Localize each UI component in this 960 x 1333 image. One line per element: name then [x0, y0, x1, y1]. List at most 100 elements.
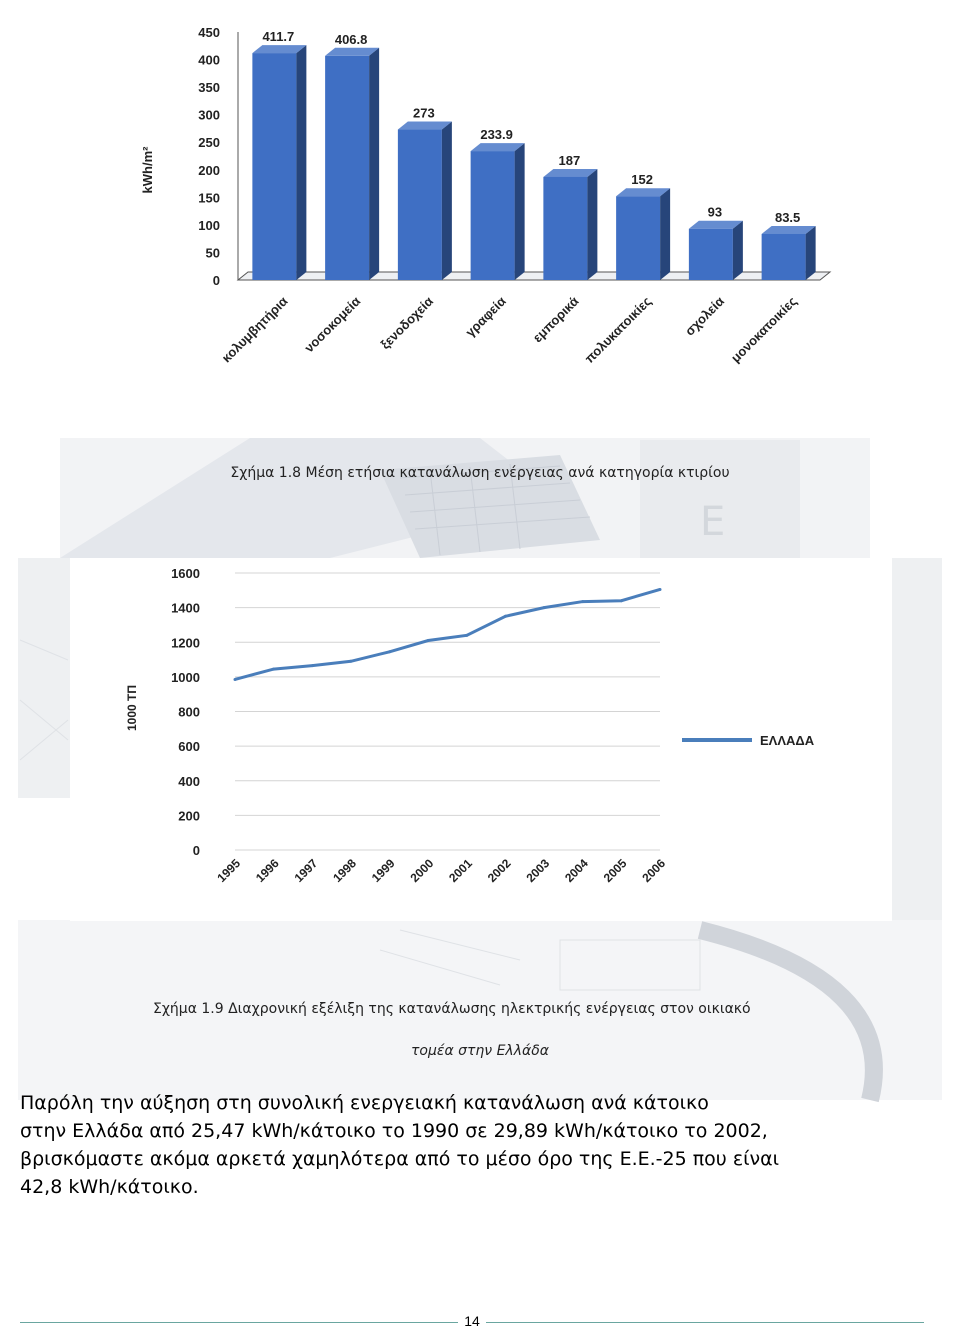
bar-ξενοδοχεία [397, 121, 452, 281]
bar-top [688, 220, 743, 229]
bar-side [805, 225, 816, 280]
y-tick-label: 800 [178, 705, 200, 720]
y-tick-label: 1000 [171, 670, 200, 685]
y-tick-label: 150 [198, 190, 220, 205]
bar-top [252, 45, 307, 54]
data-point [619, 599, 623, 603]
bar-side [732, 220, 743, 280]
data-point [465, 633, 469, 637]
y-axis-title: kWh/m² [140, 146, 155, 194]
data-point [503, 614, 507, 618]
paragraph-line: Παρόλη την αύξηση στη συνολική ενεργειακ… [20, 1092, 709, 1114]
paragraph-line: στην Ελλάδα από 25,47 kWh/κάτοικο το 199… [20, 1120, 768, 1142]
bar-μονοκατοικίες [761, 225, 816, 280]
value-label: 411.7 [262, 29, 294, 44]
line-chart-electricity-greece: 0 200 400 600 800 1000 1200 1400 1600 1000 ΤΠ 1995… [70, 558, 892, 921]
y-tick-label: 300 [198, 108, 220, 123]
y-tick-label: 250 [198, 135, 220, 150]
footer-rule-left [20, 1322, 458, 1323]
bar-σχολεία [688, 220, 743, 280]
y-tick-label: 100 [198, 218, 220, 233]
y-tick-label: 350 [198, 80, 220, 95]
category-label: μονοκατοικίες [728, 293, 800, 365]
y-tick-label: 0 [193, 843, 200, 858]
y-tick-label: 1200 [171, 635, 200, 650]
bar-front [688, 228, 733, 280]
bar-front [397, 129, 442, 280]
bar-side [660, 188, 671, 280]
value-label: 93 [708, 205, 722, 220]
value-label: 187 [559, 153, 581, 168]
y-tick-label: 50 [206, 245, 220, 260]
data-point [388, 650, 392, 654]
value-label: 233.9 [480, 127, 513, 142]
bar-top [616, 188, 671, 197]
footer-rule-right [486, 1322, 924, 1323]
y-tick-label: 400 [198, 53, 220, 68]
x-tick-label: 1997 [292, 856, 321, 885]
bar-top [325, 47, 380, 56]
data-point [349, 659, 353, 663]
paragraph-line: 42,8 kWh/κάτοικο. [20, 1176, 199, 1198]
value-label: 83.5 [775, 210, 800, 225]
bar-front [761, 233, 806, 280]
bar-γραφεία [470, 143, 525, 280]
bar-front [252, 53, 297, 280]
bar-top [470, 143, 525, 152]
category-label: εμπορικά [530, 294, 582, 346]
y-tick-label: 1400 [171, 601, 200, 616]
category-label: νοσοκομεία [301, 294, 363, 356]
bar-front [325, 55, 370, 280]
category-label: πολυκατοικίες [582, 293, 655, 366]
bar-κολυμβητήρια [252, 45, 307, 280]
x-tick-label: 1995 [214, 856, 243, 885]
svg-text:E: E [700, 499, 725, 545]
y-tick-label: 450 [198, 25, 220, 40]
x-tick-label: 2000 [408, 856, 437, 885]
bar-νοσοκομεία [325, 47, 380, 280]
x-tick-label: 2005 [601, 856, 630, 885]
bar-top [761, 225, 816, 234]
x-tick-label: 2004 [562, 856, 591, 885]
y-tick-label: 400 [178, 774, 200, 789]
bar-front [543, 176, 588, 280]
x-tick-label: 1999 [369, 856, 398, 885]
y-axis-title: 1000 ΤΠ [125, 685, 139, 731]
y-tick-label: 0 [213, 273, 220, 288]
bar-top [543, 168, 598, 177]
data-point [542, 606, 546, 610]
bar-πολυκατοικίες [616, 188, 671, 280]
data-point [310, 664, 314, 668]
figure-2-caption-line2: τομέα στην Ελλάδα [410, 1043, 550, 1059]
y-tick-label: 200 [178, 808, 200, 823]
x-tick-label: 1996 [253, 856, 282, 885]
x-tick-label: 2002 [485, 856, 514, 885]
category-label: ξενοδοχεία [377, 294, 436, 353]
page-number: 14 [460, 1313, 484, 1329]
body-paragraph: Παρόλη την αύξηση στη συνολική ενεργειακ… [20, 1089, 920, 1201]
category-label: σχολεία [682, 294, 727, 339]
x-tick-label: 2001 [446, 856, 475, 885]
bar-side [514, 143, 525, 280]
paragraph-line: βρισκόμαστε ακόμα αρκετά χαμηλότερα από … [20, 1148, 780, 1170]
bar-side [441, 121, 452, 281]
series-line-ΕΛΛΑΔΑ [234, 588, 661, 681]
bar-side [587, 168, 598, 280]
data-point [581, 600, 585, 604]
bar-side [296, 45, 307, 280]
category-label: γραφεία [463, 294, 509, 340]
y-tick-label: 200 [198, 163, 220, 178]
bar-front [470, 151, 515, 280]
legend-label: ΕΛΛΑΔΑ [760, 733, 815, 748]
data-point [426, 639, 430, 643]
figure-1-caption: Σχήμα 1.8 Μέση ετήσια κατανάλωση ενέργει… [230, 465, 730, 481]
value-label: 273 [413, 106, 435, 121]
x-tick-label: 2003 [523, 856, 552, 885]
y-tick-label: 600 [178, 739, 200, 754]
data-point [658, 587, 662, 591]
bar-top [397, 121, 452, 130]
bar-chart-energy-by-building: 0 50 100 150 200 250 300 350 400 450 kWh/m² 411.7 κ… [140, 25, 832, 366]
bar-εμπορικά [543, 168, 598, 280]
x-tick-label: 2006 [639, 856, 668, 885]
